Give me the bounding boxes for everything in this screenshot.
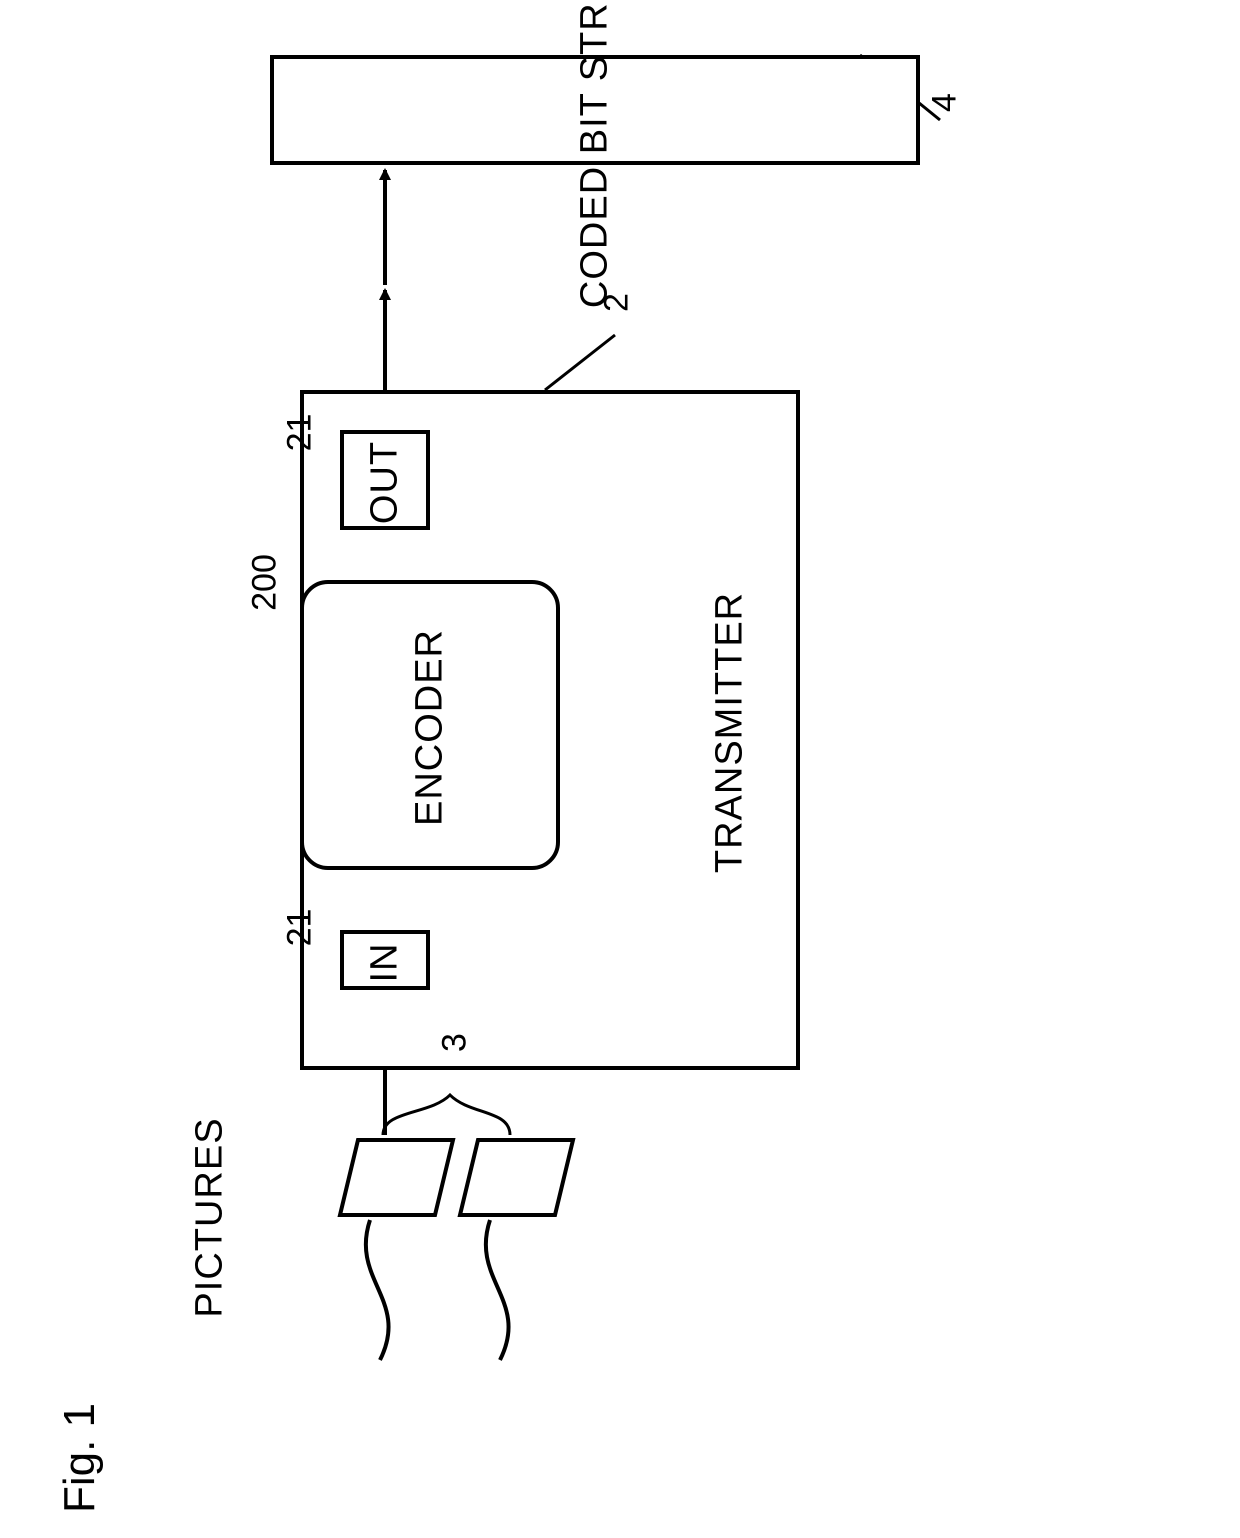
coded-bit-stream-label: CODED BIT STREAM [574, 0, 617, 423]
picture-wave-1 [486, 1220, 509, 1360]
ref-21a: 21 [281, 888, 320, 968]
ref-200: 200 [246, 543, 285, 623]
picture-frame-1 [460, 1140, 573, 1215]
in-label: IN [364, 923, 407, 1003]
pictures-label: PICTURES [189, 1068, 232, 1368]
transmitter-label: TRANSMITTER [709, 533, 752, 933]
ref-4: 4 [926, 63, 965, 143]
pictures-brace [383, 1095, 510, 1135]
ref-21b: 21 [281, 393, 320, 473]
picture-wave-0 [366, 1220, 389, 1360]
ref-3: 3 [436, 1003, 475, 1083]
out-label: OUT [364, 423, 407, 543]
picture-frame-0 [340, 1140, 453, 1215]
ref-2: 2 [598, 263, 637, 343]
encoder-label: ENCODER [409, 598, 452, 858]
figure-caption: Fig. 1 [55, 1378, 105, 1538]
figure-stage: PICTURES TRANSMITTER IN OUT ENCODER CODED BIT… [0, 0, 1240, 1523]
